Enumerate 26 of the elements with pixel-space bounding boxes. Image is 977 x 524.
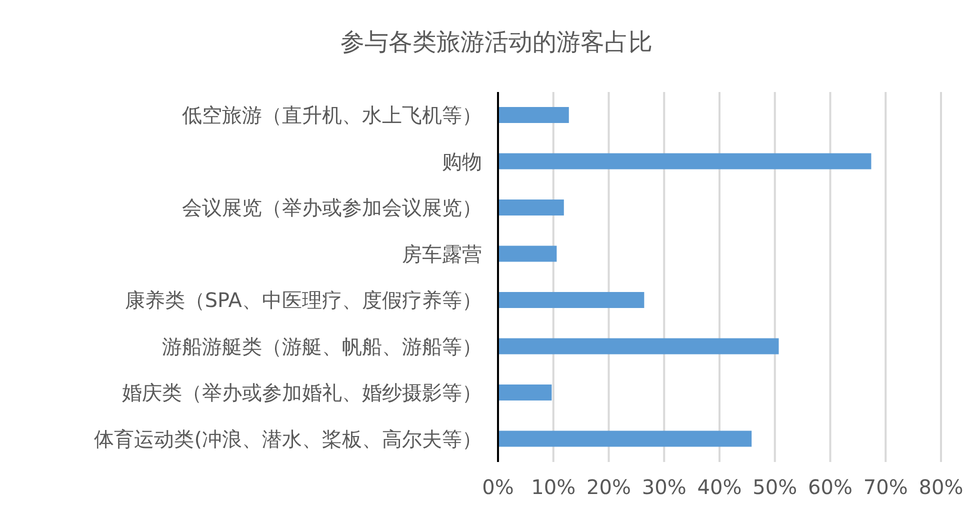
bar bbox=[498, 384, 552, 400]
x-tick-label: 20% bbox=[586, 475, 631, 500]
y-tick-label: 体育运动类(冲浪、潜水、桨板、高尔夫等） bbox=[94, 426, 482, 451]
chart-title: 参与各类旅游活动的游客占比 bbox=[340, 27, 654, 58]
bar bbox=[498, 292, 644, 308]
bar bbox=[498, 430, 752, 447]
x-tick-label: 50% bbox=[752, 475, 798, 500]
x-tick-label: 80% bbox=[918, 475, 964, 500]
bar bbox=[498, 246, 557, 262]
bar bbox=[498, 200, 564, 216]
x-tick-label: 60% bbox=[808, 475, 852, 500]
y-tick-label: 婚庆类（举办或参加婚礼、婚纱摄影等） bbox=[122, 380, 482, 405]
y-tick-label: 房车露营 bbox=[402, 242, 482, 266]
x-tick-label: 10% bbox=[531, 475, 576, 500]
bar bbox=[498, 153, 872, 170]
bar bbox=[498, 107, 569, 123]
x-tick-label: 0% bbox=[482, 475, 514, 500]
bar bbox=[498, 338, 779, 354]
y-tick-label: 康养类（SPA、中医理疗、度假疗养等） bbox=[124, 288, 482, 312]
x-tick-label: 40% bbox=[697, 475, 742, 500]
y-tick-label: 会议展览（举办或参加会议展览） bbox=[182, 196, 482, 220]
x-tick-label: 70% bbox=[863, 475, 908, 500]
y-tick-label: 低空旅游（直升机、水上飞机等） bbox=[182, 103, 482, 128]
x-tick-label: 30% bbox=[642, 475, 686, 500]
y-tick-label: 购物 bbox=[442, 149, 482, 174]
y-tick-label: 游船游艇类（游艇、帆船、游船等） bbox=[162, 334, 482, 358]
